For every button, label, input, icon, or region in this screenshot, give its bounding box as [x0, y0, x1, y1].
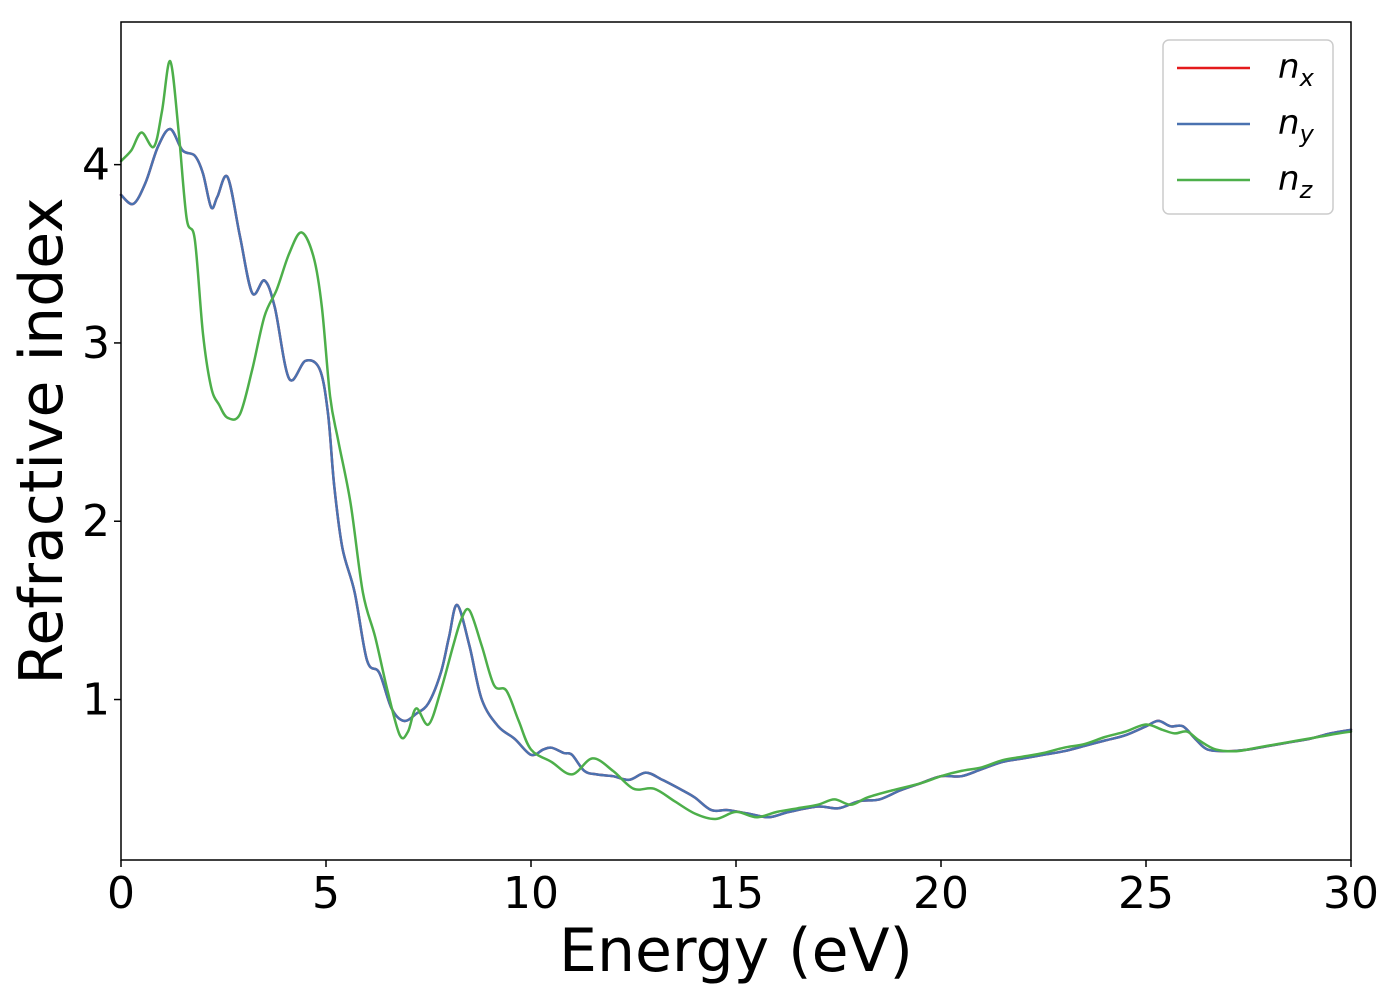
- series-line-z: [119, 59, 1353, 821]
- x-tick-label: 25: [1118, 868, 1174, 919]
- x-axis-ticks: 0 5 10 15 20 25 30: [107, 860, 1379, 919]
- x-tick-label: 5: [312, 868, 340, 919]
- y-tick-label: 4: [82, 140, 110, 191]
- x-tick-label: 15: [708, 868, 764, 919]
- series-layer: [119, 59, 1353, 821]
- legend-box: [1162, 39, 1334, 215]
- y-axis-ticks: 1 2 3 4: [82, 140, 121, 726]
- x-tick-label: 10: [503, 868, 559, 919]
- x-tick-label: 30: [1323, 868, 1379, 919]
- x-tick-label: 20: [913, 868, 969, 919]
- series-line-y: [119, 127, 1353, 819]
- y-tick-label: 1: [82, 675, 110, 726]
- y-axis-label: Refractive index: [7, 197, 77, 684]
- x-tick-label: 0: [107, 868, 135, 919]
- x-axis-label: Energy (eV): [559, 916, 913, 986]
- y-tick-label: 3: [82, 318, 110, 369]
- y-tick-label: 2: [82, 496, 110, 547]
